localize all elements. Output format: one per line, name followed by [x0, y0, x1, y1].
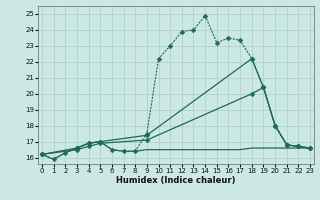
X-axis label: Humidex (Indice chaleur): Humidex (Indice chaleur): [116, 176, 236, 185]
